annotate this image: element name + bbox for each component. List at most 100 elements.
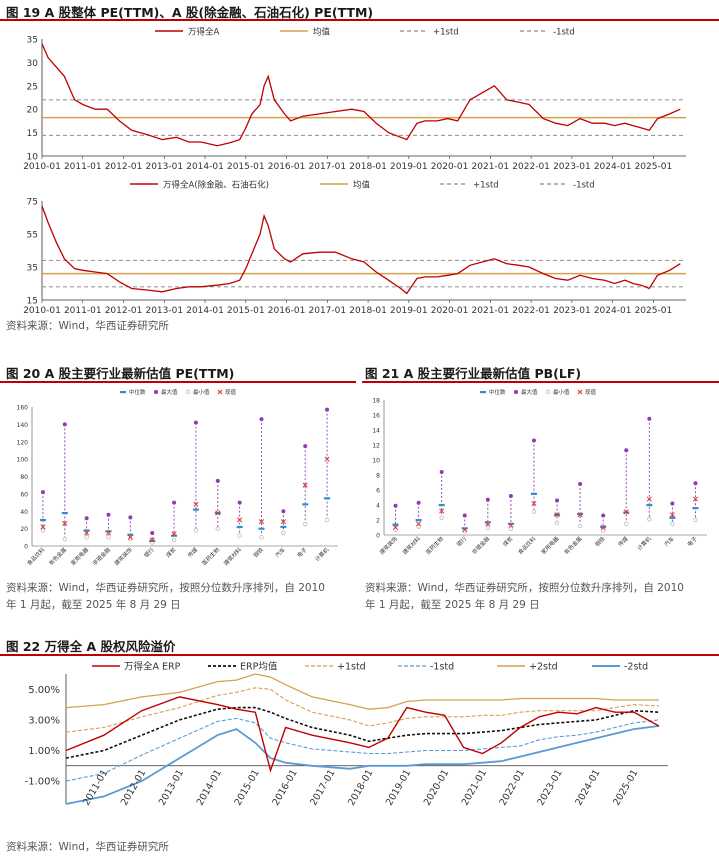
y-tick-label: 60 — [20, 491, 28, 498]
max-point — [193, 420, 198, 425]
category-label: 汽车 — [662, 534, 676, 548]
min-point — [281, 530, 286, 536]
max-point — [303, 444, 308, 449]
y-tick-label: 1.00% — [28, 746, 60, 757]
category-label: 煤炭 — [501, 534, 515, 548]
category-label: 银行 — [455, 534, 469, 548]
min-point — [106, 535, 111, 540]
y-tick-label: 35 — [27, 36, 38, 46]
median-point — [646, 504, 653, 507]
x-tick-label: 2025-01 — [635, 162, 673, 172]
y-tick-label: 25 — [27, 82, 38, 92]
median-point — [236, 525, 243, 529]
y-tick-label: 8 — [376, 473, 380, 480]
current-point — [127, 534, 133, 540]
y-tick-label: 15 — [27, 297, 38, 307]
median-point — [127, 533, 134, 536]
category-label: 汽车 — [273, 545, 287, 559]
category-label: 传媒 — [186, 545, 200, 559]
legend-current-swatch — [217, 389, 223, 395]
median-point — [461, 527, 468, 530]
category-label: 有色金属 — [47, 546, 68, 567]
current-point — [485, 521, 491, 527]
y-tick-label: 80 — [20, 474, 28, 481]
y-tick-label: 100 — [17, 457, 29, 464]
max-point — [439, 470, 444, 474]
category-label: 家用电器 — [539, 534, 561, 556]
legend-max-swatch — [514, 390, 518, 394]
x-tick-label: 2022-01 — [512, 162, 550, 172]
x-tick-label: 2013-01 — [145, 162, 183, 172]
max-point — [462, 513, 467, 518]
x-tick-label: 2020-01 — [431, 306, 469, 316]
max-point — [237, 500, 242, 505]
y-tick-label: 16 — [372, 413, 380, 420]
y-tick-label: 55 — [27, 231, 38, 241]
median-point — [484, 521, 491, 524]
category-label: 电子 — [685, 534, 699, 548]
legend-min-label: 最小值 — [193, 388, 210, 396]
current-point — [237, 517, 243, 523]
min-point — [416, 524, 421, 529]
fig21-rule — [362, 381, 719, 383]
category-label: 煤炭 — [164, 545, 178, 559]
min-point — [508, 526, 514, 532]
x-tick-label: 2017-01 — [309, 162, 347, 172]
current-point — [149, 537, 155, 543]
x-tick-label: 2024-01 — [594, 306, 632, 316]
legend-series-label: 万得全A — [188, 27, 220, 38]
category-label: 建筑材料 — [222, 545, 244, 567]
min-point — [303, 522, 308, 527]
current-point — [577, 512, 583, 518]
max-point — [624, 448, 629, 453]
x-tick-label: 2023-01 — [553, 162, 591, 172]
series-line — [65, 706, 659, 759]
max-point — [325, 407, 330, 412]
current-point — [171, 531, 177, 537]
max-point — [578, 482, 583, 486]
y-tick-label: 40 — [20, 509, 28, 516]
y-tick-label: 20 — [27, 106, 39, 116]
legend-max-swatch — [154, 390, 158, 394]
legend-median-swatch — [480, 391, 486, 394]
x-tick-label: 2018-01 — [349, 162, 387, 172]
current-point — [302, 482, 308, 488]
median-point — [415, 519, 422, 522]
max-point — [647, 416, 652, 421]
max-point — [601, 513, 606, 518]
min-point — [171, 537, 177, 543]
current-point — [105, 530, 112, 536]
max-point — [259, 417, 264, 422]
category-label: 有色金属 — [562, 535, 583, 556]
y-tick-label: 15 — [27, 129, 38, 139]
max-point — [150, 530, 155, 535]
legend-min-swatch — [185, 389, 191, 395]
max-point — [416, 500, 421, 505]
category-label: 建筑材料 — [401, 534, 423, 556]
fig20-source-line1: 资料来源：Wind，华西证券研究所，按照分位数升序排列，自 2010 — [6, 582, 325, 594]
median-point — [530, 492, 537, 495]
category-label: 计算机 — [313, 545, 331, 563]
median-point — [280, 525, 287, 529]
x-tick-label: 2019-01 — [390, 162, 428, 172]
x-tick-label: 2015-01 — [227, 306, 265, 316]
median-point — [61, 511, 68, 515]
legend-min-swatch — [545, 389, 551, 395]
fig20-title: 图 20 A 股主要行业最新估值 PE(TTM) — [6, 366, 235, 381]
min-point — [531, 509, 537, 514]
series-line — [41, 43, 681, 147]
x-tick-label: 2011-01 — [64, 306, 102, 316]
x-tick-label: 2024-01 — [594, 162, 632, 172]
median-point — [39, 518, 46, 522]
y-tick-label: 0 — [376, 533, 380, 540]
y-tick-label: 30 — [27, 59, 39, 69]
category-label: 家用电器 — [69, 545, 91, 567]
series-line — [65, 696, 660, 773]
y-tick-label: 5.00% — [28, 685, 60, 696]
x-tick-label: 2021-01 — [472, 162, 510, 172]
x-tick-label: 2014-01 — [186, 162, 224, 172]
category-label: 医药生物 — [424, 534, 446, 556]
fig20-rule — [0, 381, 356, 383]
fig20-source-line2: 年 1 月起，截至 2025 年 8 月 29 日 — [6, 599, 181, 611]
category-label: 传媒 — [616, 534, 630, 548]
